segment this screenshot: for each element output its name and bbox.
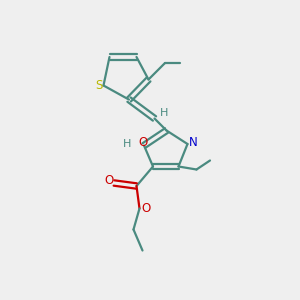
Text: O: O: [104, 174, 113, 187]
Text: O: O: [142, 202, 151, 215]
Text: N: N: [188, 136, 197, 149]
Text: H: H: [123, 139, 132, 149]
Text: H: H: [160, 108, 168, 118]
Text: S: S: [95, 79, 103, 92]
Text: O: O: [139, 136, 148, 149]
